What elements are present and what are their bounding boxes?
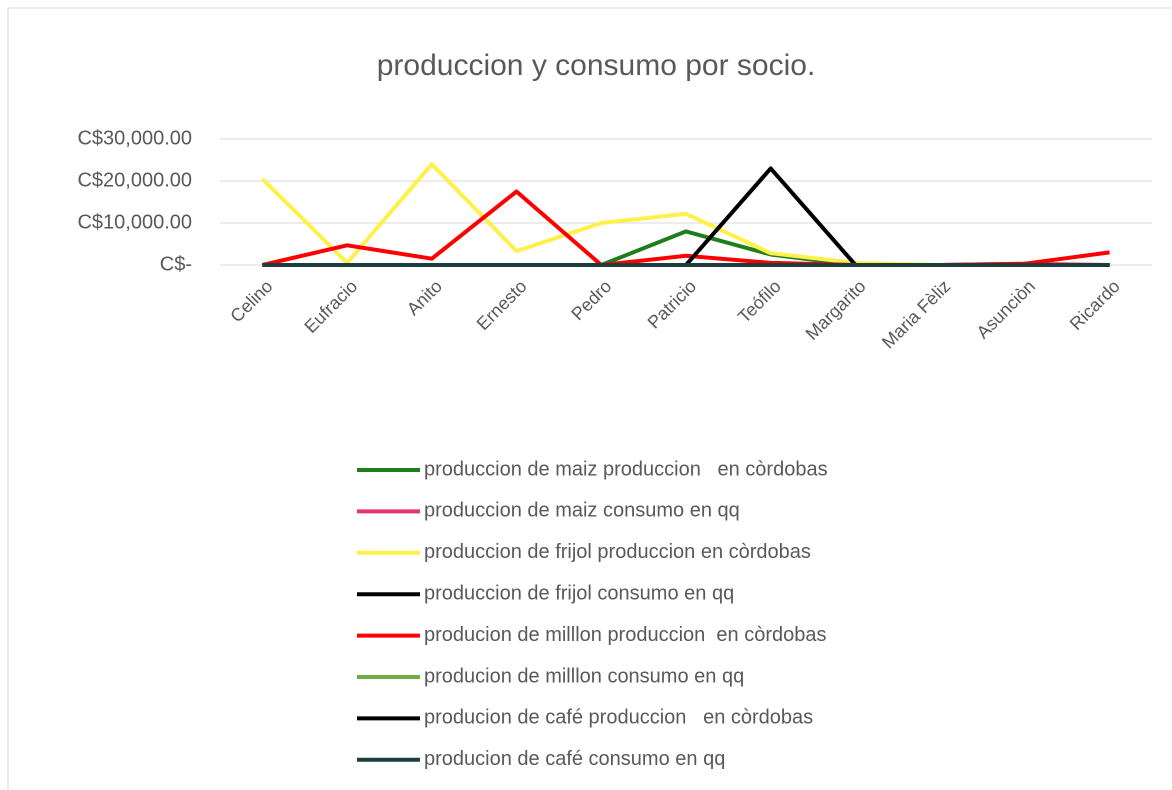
chart-title: produccion y consumo por socio. xyxy=(377,49,816,82)
legend-label: producion de milllon consumo en qq xyxy=(424,665,744,687)
x-tick-label: Asunciòn xyxy=(973,276,1040,343)
x-tick-label: Pedro xyxy=(567,276,615,324)
x-tick-label: Teófilo xyxy=(734,276,785,327)
x-tick-label: Eufracio xyxy=(300,276,361,337)
x-tick-label: Maria Fèliz xyxy=(878,276,954,352)
legend-label: produccion de frijol consumo en qq xyxy=(424,582,734,604)
y-tick-label: C$30,000.00 xyxy=(77,127,192,149)
y-tick-label: C$10,000.00 xyxy=(77,211,192,233)
legend-label: producion de café produccion en còrdobas xyxy=(424,707,813,729)
legend-label: produccion de maiz produccion en còrdoba… xyxy=(424,458,828,480)
legend-label: produccion de maiz consumo en qq xyxy=(424,500,740,522)
x-tick-label: Patricio xyxy=(644,276,701,333)
y-tick-label: C$20,000.00 xyxy=(77,169,192,191)
series-line xyxy=(260,162,1110,267)
series-line xyxy=(261,189,1110,267)
legend-label: producion de café consumo en qq xyxy=(424,748,725,770)
x-tick-label: Ricardo xyxy=(1066,276,1124,334)
x-tick-label: Margarito xyxy=(802,276,870,344)
y-tick-label: C$- xyxy=(160,253,192,275)
chart-border xyxy=(7,7,1172,790)
legend-label: producion de milllon produccion en còrdo… xyxy=(424,624,826,646)
legend-label: produccion de frijol produccion en còrdo… xyxy=(424,541,811,563)
x-tick-label: Ernesto xyxy=(473,276,531,334)
x-tick-label: Anito xyxy=(403,276,446,319)
x-tick-label: Celino xyxy=(226,276,276,326)
series-line xyxy=(262,229,1110,267)
